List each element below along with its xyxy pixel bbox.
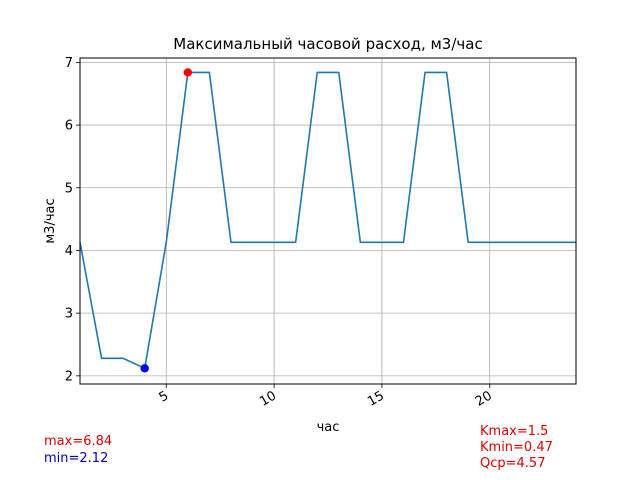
series-line xyxy=(79,71,576,370)
max-marker xyxy=(183,68,193,77)
chart-title: Максимальный часовой расход, м3/час xyxy=(173,35,482,53)
x-tick-label: 10 xyxy=(257,388,279,409)
x-tick-label: 20 xyxy=(473,388,495,409)
x-axis-label: час xyxy=(317,420,340,435)
y-tick-label: 7 xyxy=(65,56,73,71)
plot-frame xyxy=(79,57,577,385)
x-tick-label: 15 xyxy=(365,388,387,409)
series-layer xyxy=(79,71,576,370)
kmin-label: Kmin=0.47 xyxy=(480,440,553,455)
y-tick-label: 2 xyxy=(65,369,73,384)
y-tick-label: 6 xyxy=(65,119,73,134)
max-value-label: max=6.84 xyxy=(44,434,113,449)
y-axis-label: м3/час xyxy=(43,198,58,243)
grid xyxy=(80,58,576,384)
min-marker xyxy=(140,364,149,373)
y-tick-label: 5 xyxy=(65,181,73,196)
kmax-label: Kmax=1.5 xyxy=(480,424,549,439)
marker-layer xyxy=(140,68,193,373)
axis-ticks: 5 10 15 20 2 3 4 5 6 7 xyxy=(65,56,495,410)
y-tick-label: 4 xyxy=(65,244,73,259)
y-tick-label: 3 xyxy=(65,307,73,322)
x-tick-label: 5 xyxy=(157,388,172,405)
qcp-label: Qcp=4.57 xyxy=(480,456,546,471)
min-value-label: min=2.12 xyxy=(44,451,109,466)
